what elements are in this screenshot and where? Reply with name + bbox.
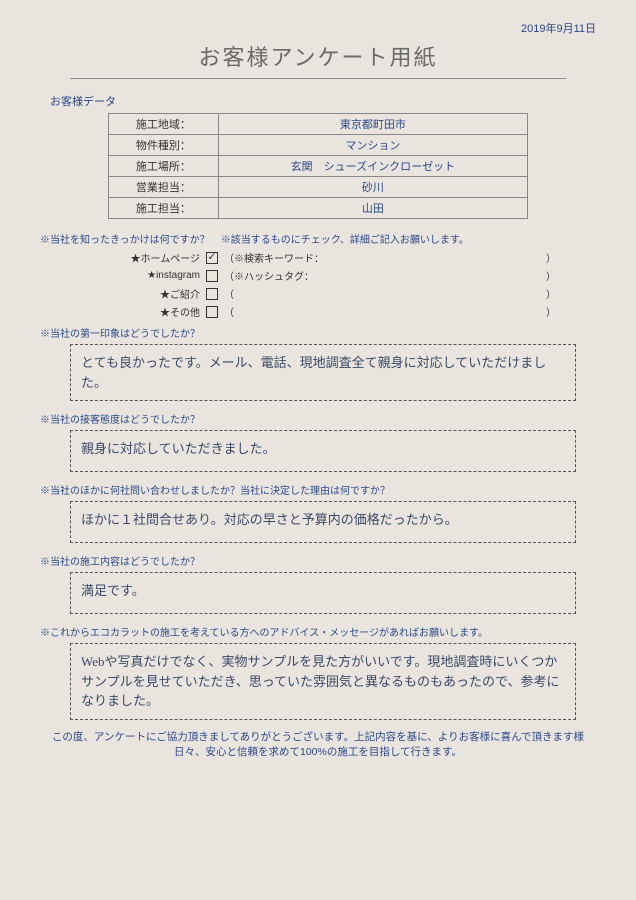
checkbox-icon[interactable] bbox=[206, 306, 218, 318]
row-value: 砂川 bbox=[218, 177, 527, 198]
table-row: 物件種別：マンション bbox=[109, 135, 528, 156]
q5-answer[interactable]: 満足です。 bbox=[70, 572, 576, 614]
q1-prompt-left: ※当社を知ったきっかけは何ですか？ bbox=[40, 235, 210, 246]
checkbox-icon[interactable] bbox=[206, 288, 218, 300]
q1-option-label: ★ホームページ bbox=[110, 250, 200, 265]
hint-close: ） bbox=[546, 286, 556, 301]
q4-answer[interactable]: ほかに１社問合せあり。対応の早さと予算内の価格だったから。 bbox=[70, 501, 576, 543]
row-value: 山田 bbox=[218, 198, 527, 219]
q1-prompt-right: ※該当するものにチェック、詳細ご記入お願いします。 bbox=[221, 235, 469, 246]
hint-close: ） bbox=[546, 250, 556, 265]
table-row: 施工場所：玄関 シューズインクローゼット bbox=[109, 156, 528, 177]
row-value: 東京都町田市 bbox=[218, 114, 527, 135]
q4-prompt: ※当社のほかに何社問い合わせしましたか？当社に決定した理由は何ですか？ bbox=[40, 482, 596, 497]
q1-prompt: ※当社を知ったきっかけは何ですか？ ※該当するものにチェック、詳細ご記入お願いし… bbox=[40, 231, 596, 246]
hint-open: （※検索キーワード： bbox=[224, 250, 324, 265]
checkbox-icon[interactable]: ✓ bbox=[206, 252, 218, 264]
q2-answer[interactable]: とても良かったです。メール、電話、現地調査全て親身に対応していただけました。 bbox=[70, 344, 576, 401]
row-label: 施工地域： bbox=[109, 114, 219, 135]
q1-option-row: ★instagram （※ハッシュタグ： ） bbox=[110, 268, 596, 283]
customer-data-heading: お客様データ bbox=[50, 93, 596, 109]
hint-open: （※ハッシュタグ： bbox=[224, 268, 314, 283]
hint-close: ） bbox=[546, 304, 556, 319]
document-title: お客様アンケート用紙 bbox=[70, 40, 566, 79]
q3-prompt: ※当社の接客態度はどうでしたか？ bbox=[40, 411, 596, 426]
row-value: 玄関 シューズインクローゼット bbox=[218, 156, 527, 177]
row-value: マンション bbox=[218, 135, 527, 156]
q1-option-row: ★ホームページ ✓ （※検索キーワード： ） bbox=[110, 250, 596, 265]
q1-option-label: ★ご紹介 bbox=[110, 286, 200, 301]
q1-option-label: ★その他 bbox=[110, 304, 200, 319]
q6-prompt: ※これからエコカラットの施工を考えている方へのアドバイス・メッセージがあればお願… bbox=[40, 624, 596, 639]
q1-option-row: ★ご紹介 （ ） bbox=[110, 286, 596, 301]
q6-answer[interactable]: Webや写真だけでなく、実物サンプルを見た方がいいです。現地調査時にいくつかサン… bbox=[70, 643, 576, 720]
hint-close: ） bbox=[546, 268, 556, 283]
q1-option-label: ★instagram bbox=[110, 270, 200, 281]
q2-prompt: ※当社の第一印象はどうでしたか？ bbox=[40, 325, 596, 340]
row-label: 施工場所： bbox=[109, 156, 219, 177]
row-label: 営業担当： bbox=[109, 177, 219, 198]
footer-text: この度、アンケートにご協力頂きましてありがとうございます。上記内容を基に、よりお… bbox=[40, 730, 596, 762]
q3-answer[interactable]: 親身に対応していただきました。 bbox=[70, 430, 576, 472]
hint-open: （ bbox=[224, 304, 234, 319]
row-label: 物件種別： bbox=[109, 135, 219, 156]
table-row: 施工担当：山田 bbox=[109, 198, 528, 219]
customer-data-table: 施工地域：東京都町田市 物件種別：マンション 施工場所：玄関 シューズインクロー… bbox=[108, 113, 528, 219]
q1-option-row: ★その他 （ ） bbox=[110, 304, 596, 319]
checkbox-icon[interactable] bbox=[206, 270, 218, 282]
row-label: 施工担当： bbox=[109, 198, 219, 219]
table-row: 営業担当：砂川 bbox=[109, 177, 528, 198]
document-date: 2019年9月11日 bbox=[40, 20, 596, 36]
table-row: 施工地域：東京都町田市 bbox=[109, 114, 528, 135]
hint-open: （ bbox=[224, 286, 234, 301]
q5-prompt: ※当社の施工内容はどうでしたか？ bbox=[40, 553, 596, 568]
